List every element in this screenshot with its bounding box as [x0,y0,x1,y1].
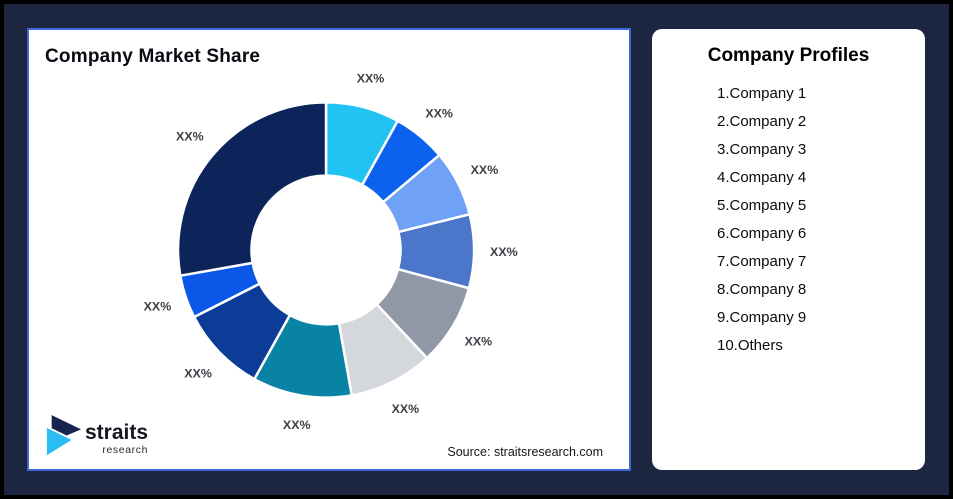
segment-value-label: XX% [490,245,518,259]
straits-logo-icon [45,415,82,457]
segment-value-label: XX% [357,72,385,86]
segment-value-label: XX% [471,163,499,177]
donut-chart: XX% XX% XX% XX% XX% XX% XX% XX% XX% XX% [144,72,518,433]
segment-value-label: XX% [176,129,204,143]
profile-list-item: 4.Company 4 [717,169,807,186]
market-share-card: Company Market Share XX% XX% XX% XX% XX% XX% X… [27,28,631,471]
segment-value-label: XX% [283,418,311,432]
donut-segment-10 [176,101,328,277]
profile-list-item: 5.Company 5 [717,197,807,214]
segment-value-label: XX% [184,367,212,381]
profile-list-item: 8.Company 8 [717,281,807,298]
profile-list-item: 3.Company 3 [717,141,807,158]
segment-value-label: XX% [392,402,420,416]
chart-title: Company Market Share [45,46,261,67]
source-attribution: Source: straitsresearch.com [447,445,603,459]
profile-list-item: 10.Others [717,337,783,354]
profile-list-item: 9.Company 9 [717,309,807,326]
profiles-list: 1.Company 1 2.Company 2 3.Company 3 4.Compa… [652,80,925,360]
profiles-title: Company Profiles [707,45,870,66]
profile-list-item: 1.Company 1 [717,85,807,102]
logo-brand-text: straits [85,421,149,444]
segment-value-label: XX% [465,335,493,349]
company-profiles-card: Company Profiles 1.Company 1 2.Company 2 3… [652,29,925,470]
segment-value-label: XX% [425,106,453,120]
straits-research-logo: straits research [45,415,148,457]
profile-list-item: 7.Company 7 [717,253,807,270]
segment-value-label: XX% [144,300,172,314]
logo-sub-text: research [102,444,149,456]
logo-text: straits research [85,422,148,456]
profile-list-item: 6.Company 6 [717,225,807,242]
profile-list-item: 2.Company 2 [717,113,807,130]
